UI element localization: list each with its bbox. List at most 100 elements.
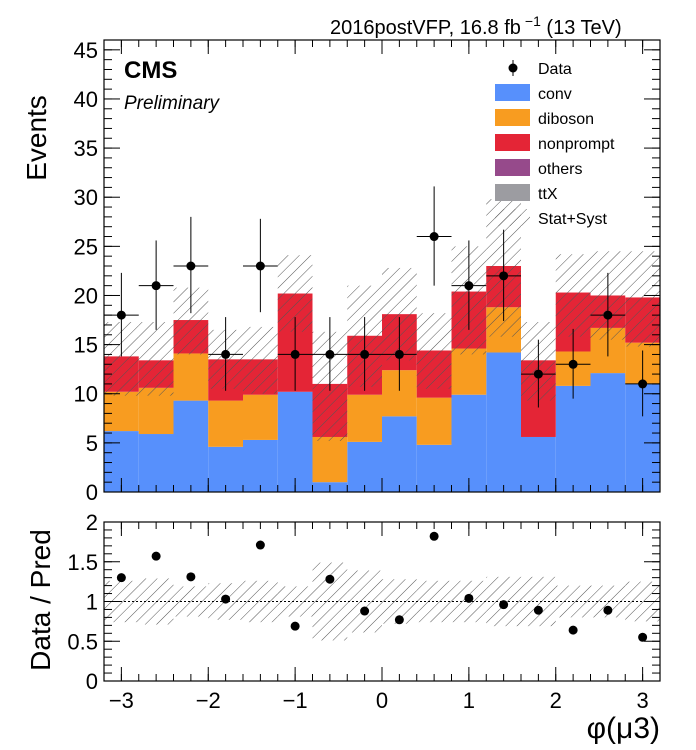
y-tick-label: 45 (74, 38, 98, 63)
ratio-point-6 (325, 574, 335, 584)
ratio-point-1 (151, 551, 161, 561)
main-axis-ticks: 0 5 10 15 20 25 30 35 40 45 (74, 38, 661, 505)
legend-label-conv: conv (538, 86, 572, 103)
bar-diboson-6 (312, 436, 348, 483)
y-tick-label: 5 (86, 431, 98, 456)
bar-conv-1 (138, 434, 174, 492)
y-tick-label: 25 (74, 234, 98, 259)
bar-diboson-3 (208, 400, 243, 447)
bar-diboson-9 (416, 397, 452, 445)
legend-swatch-ttX (495, 184, 530, 201)
x-axis-title: φ(μ3) (587, 712, 660, 745)
data-point-15 (638, 379, 648, 389)
ratio-unc-band-2 (173, 586, 209, 617)
x-tick-label: 1 (463, 688, 475, 713)
ratio-axis-ticks: −3 −2 −1 0 1 2 3 0 0.5 1 1.5 2 (67, 510, 661, 713)
ratio-unc-band-12 (521, 576, 556, 627)
cms-label: CMS (124, 57, 177, 84)
y-tick-label: 40 (74, 87, 98, 112)
x-tick-label: 2 (550, 688, 562, 713)
bar-conv-14 (590, 373, 626, 492)
data-point-9 (429, 232, 439, 242)
data-point-11 (499, 271, 509, 281)
legend-swatch-diboson (495, 109, 530, 126)
legend: Data conv diboson nonprompt others ttX Stat+Sy… (495, 60, 615, 228)
data-point-2 (186, 261, 196, 271)
legend-label-unc: Stat+Syst (538, 211, 607, 228)
ratio-point-2 (186, 572, 196, 582)
x-tick-label: −1 (283, 688, 308, 713)
ratio-uncertainty-band (104, 562, 660, 641)
data-point-13 (568, 359, 578, 369)
bar-conv-3 (208, 446, 243, 492)
data-point-6 (325, 349, 335, 359)
preliminary-label: Preliminary (124, 93, 221, 114)
bar-conv-11 (486, 352, 521, 492)
bar-diboson-2 (173, 353, 209, 401)
data-point-0 (116, 310, 126, 320)
ratio-point-3 (221, 594, 231, 604)
bar-conv-4 (243, 439, 278, 492)
ratio-point-7 (360, 606, 370, 616)
x-tick-label: −2 (196, 688, 221, 713)
x-tick-label: 3 (637, 688, 649, 713)
x-tick-label: −3 (109, 688, 134, 713)
unc-band-9 (416, 313, 452, 389)
ratio-point-11 (499, 600, 509, 610)
ratio-y-tick-label: 0.5 (67, 629, 98, 654)
y-tick-label: 15 (74, 333, 98, 358)
legend-label-nonprompt: nonprompt (538, 136, 615, 153)
ratio-points (116, 531, 648, 642)
bar-conv-13 (555, 385, 591, 492)
ratio-point-8 (394, 615, 404, 625)
y-tick-label: 35 (74, 136, 98, 161)
data-point-4 (255, 261, 265, 271)
unc-band-1 (138, 322, 174, 396)
unc-band-13 (555, 254, 591, 337)
data-points (104, 186, 660, 417)
legend-label-data: Data (538, 61, 572, 78)
data-point-5 (290, 349, 300, 359)
bar-conv-2 (173, 400, 209, 492)
data-point-8 (394, 349, 404, 359)
bar-conv-7 (347, 441, 382, 492)
bar-diboson-4 (243, 394, 278, 440)
ratio-point-13 (568, 625, 578, 635)
bar-conv-5 (277, 391, 313, 492)
bar-conv-10 (451, 394, 487, 492)
data-point-14 (603, 310, 613, 320)
data-point-1 (151, 281, 161, 291)
ratio-point-14 (603, 605, 613, 615)
unc-band-15 (625, 251, 660, 347)
ratio-unc-band-5 (277, 586, 313, 617)
bar-conv-12 (521, 436, 556, 492)
ratio-y-tick-label: 2 (86, 510, 98, 535)
ratio-panel: −3 −2 −1 0 1 2 3 0 0.5 1 1.5 2 (67, 510, 661, 713)
y-axis-title: Events (21, 95, 52, 181)
bar-diboson-10 (451, 348, 487, 395)
legend-swatch-unc (495, 209, 530, 226)
lumi-label: 2016postVFP, 16.8 fb −1 (13 TeV) (330, 13, 622, 39)
legend-label-diboson: diboson (538, 111, 594, 128)
ratio-point-5 (290, 621, 300, 631)
unc-band-4 (243, 326, 278, 394)
ratio-point-4 (255, 540, 265, 550)
ratio-point-0 (116, 573, 126, 583)
bar-diboson-7 (347, 394, 382, 442)
main-panel: 0 5 10 15 20 25 30 35 40 45 CMS Preliminary Data c… (74, 38, 661, 505)
ratio-y-tick-label: 1.5 (67, 550, 98, 575)
ratio-y-tick-label: 1 (86, 590, 98, 615)
data-point-10 (464, 281, 474, 291)
legend-label-ttX: ttX (538, 186, 558, 203)
x-tick-label: 0 (376, 688, 388, 713)
bar-conv-8 (382, 416, 417, 492)
ratio-point-12 (533, 605, 543, 615)
ratio-point-15 (638, 632, 648, 642)
legend-label-others: others (538, 161, 582, 178)
uncertainty-band (104, 199, 660, 441)
y-tick-label: 30 (74, 185, 98, 210)
ratio-point-9 (429, 531, 439, 541)
ratio-y-tick-label: 0 (86, 669, 98, 694)
data-point-12 (533, 369, 543, 379)
